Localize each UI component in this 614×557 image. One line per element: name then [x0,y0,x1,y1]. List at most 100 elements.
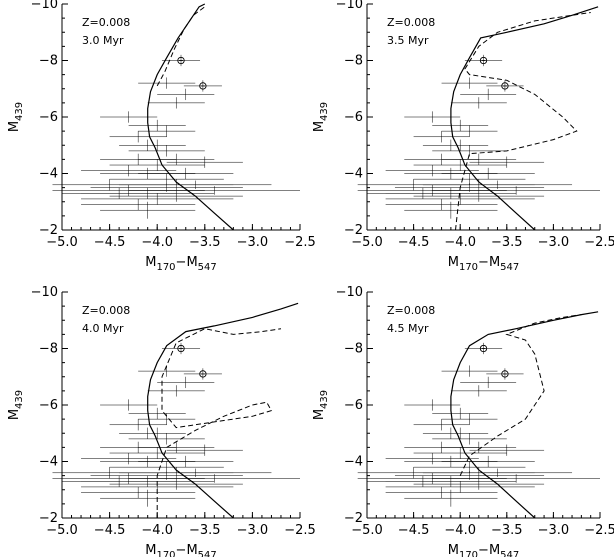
y-tick-label: −2 [344,223,363,238]
panel-1: −5.0 −4.5 −4.0 −3.5 −3.0 −2.5 −2 −4 −6 −8 −10 M170−… [7,0,316,273]
x-tick-label: −3.0 [538,235,570,250]
y-tick-label: −4 [344,167,363,182]
y-tick-label: −6 [344,398,363,413]
data-point [441,455,535,468]
data-point [119,139,177,151]
x-tick-label: −4.5 [94,235,126,250]
x-tick-label: −3.0 [237,235,269,250]
circled-point [161,54,201,67]
data-point [357,472,507,485]
data-point [166,156,243,168]
data-point [385,486,498,499]
data-point [128,119,186,132]
data-point [441,153,517,166]
isochrone-dashed-line [156,328,282,518]
data-point [109,447,205,459]
x-tick-label: −4.5 [398,235,430,250]
data-point [119,467,234,479]
circled-point [486,80,524,92]
x-tick-label: −4.5 [398,523,430,538]
data-point [119,427,177,439]
y-tick-label: −6 [344,110,363,125]
y-tick-label: −10 [336,285,363,300]
x-tick-label: −4.0 [444,523,476,538]
data-point [422,139,479,151]
data-point [157,88,215,101]
data-point [460,88,517,101]
data-point [147,97,205,109]
data-point [413,173,526,185]
data-point [62,475,177,487]
circled-point [464,54,503,67]
panel-label-age: 3.0 Myr [82,34,124,47]
x-tick-label: −4.5 [94,523,126,538]
data-point [81,481,234,493]
x-tick-label: −3.5 [189,235,221,250]
x-tick-label: −5.0 [46,523,78,538]
isochrone-dashed-line [156,6,206,87]
y-tick-label: −4 [344,455,363,470]
x-tick-label: −5.0 [351,235,383,250]
x-tick-label: −3.5 [189,523,221,538]
data-point [109,419,167,431]
y-tick-label: −2 [344,511,363,526]
data-point [432,145,507,157]
data-point [138,77,196,89]
data-point [138,413,196,425]
panel-3: −5.0 −4.5 −4.0 −3.5 −3.0 −2.5 −2 −4 −6 −8 −10 M170−… [7,285,316,557]
circle-marker [479,344,488,353]
data-point [166,444,243,456]
data-point [450,385,507,397]
data-point [422,467,535,479]
panel-label-z: Z=0.008 [82,16,130,29]
x-tick-label: −2.5 [284,235,316,250]
data-point [109,159,205,171]
y-tick-label: −8 [344,342,363,357]
circle-marker [501,82,509,90]
data-point [81,165,177,177]
data-point [147,385,205,397]
data-point [404,489,498,507]
data-point [441,365,498,377]
x-tick-label: −2.5 [284,523,316,538]
data-point [52,184,205,197]
x-tick-label: −3.5 [491,523,523,538]
data-point [432,119,489,132]
data-point [413,190,545,202]
x-tick-label: −4.0 [141,235,173,250]
panel-label-age: 4.5 Myr [387,322,429,335]
data-point [432,407,489,420]
data-point [109,131,167,143]
y-tick-label: −10 [336,0,363,12]
circled-point [464,342,503,355]
x-tick-label: −2.5 [584,235,614,250]
x-tick-label: −5.0 [351,523,383,538]
data-point [441,413,498,425]
data-point [441,125,498,137]
y-tick-label: −10 [31,285,58,300]
x-axis-title: M170−M547 [145,255,217,273]
y-tick-label: −10 [31,0,58,12]
data-point [450,97,507,109]
data-point [100,399,158,411]
y-tick-label: −4 [39,455,58,470]
isochrone-solid-line [147,3,234,230]
y-tick-label: −2 [39,223,58,238]
circle-marker [177,56,185,65]
panel-label-z: Z=0.008 [387,304,435,317]
data-point [138,455,234,468]
data-point [138,441,215,454]
data-point [81,198,196,211]
data-point [357,184,507,197]
data-point [138,125,196,137]
y-tick-label: −6 [39,398,58,413]
x-tick-label: −2.5 [584,523,614,538]
data-point [441,77,498,89]
data-point [100,201,196,219]
y-tick-label: −4 [39,167,58,182]
y-tick-label: −2 [39,511,58,526]
circled-point [161,342,201,355]
y-tick-label: −8 [39,54,58,69]
data-point [367,475,479,487]
isochrone-dashed-line [459,314,582,476]
